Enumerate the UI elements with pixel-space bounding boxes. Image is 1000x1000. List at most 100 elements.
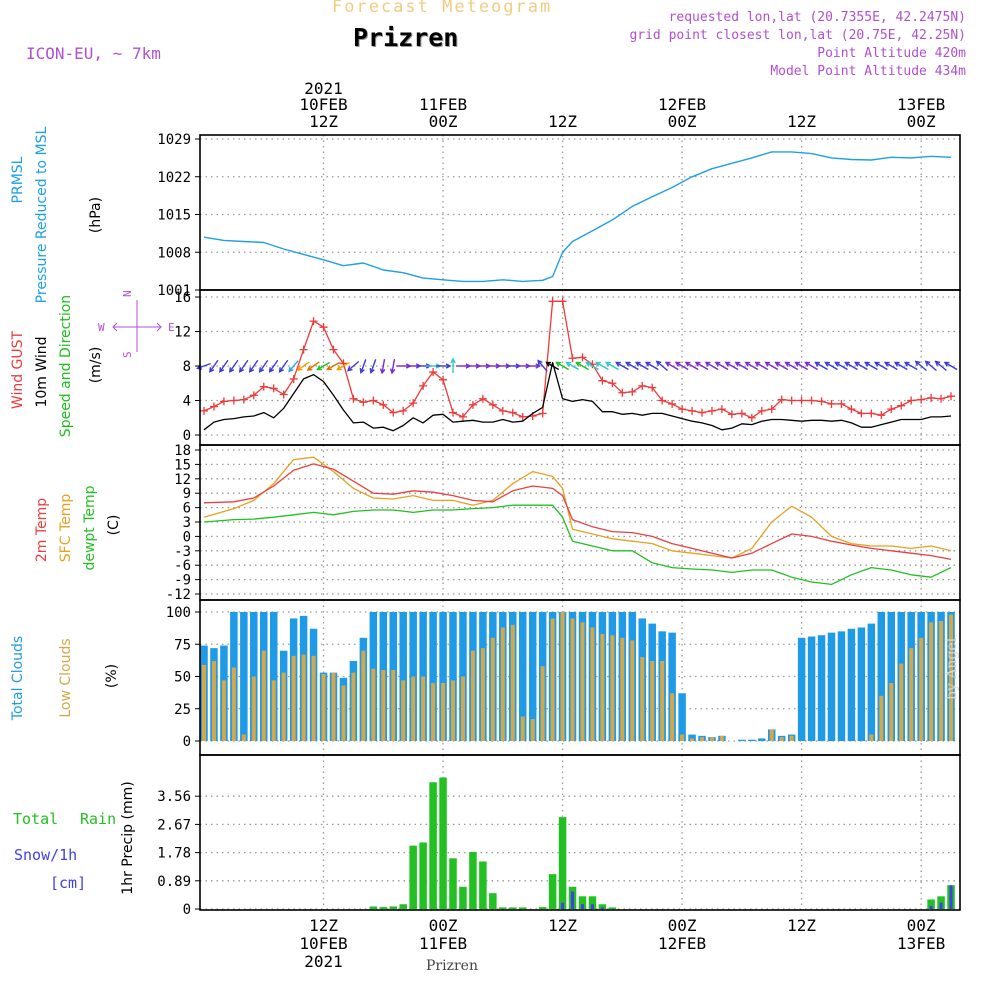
wind-direction-arrow xyxy=(893,361,908,371)
wind-direction-arrow xyxy=(575,361,589,371)
wind-direction-arrow xyxy=(943,361,958,371)
precip-snow-unit: [cm] xyxy=(50,874,86,892)
arrow-shaft xyxy=(556,361,569,371)
model-altitude: Model Point Altitude 434m xyxy=(770,64,966,79)
wind-direction-arrow xyxy=(804,361,818,371)
arrow-shaft xyxy=(765,361,779,371)
top-date-label: 10FEB xyxy=(299,95,347,114)
snow-bar xyxy=(929,905,933,909)
total-cloud-bar xyxy=(439,612,447,741)
arrow-head xyxy=(278,367,285,373)
arrow-shaft xyxy=(745,361,759,371)
arrow-head xyxy=(209,367,215,373)
rain-bar xyxy=(419,842,427,909)
wind-direction-arrow xyxy=(864,361,878,371)
low-cloud-bar xyxy=(381,670,386,741)
rain-bar xyxy=(538,907,547,909)
low-cloud-bar xyxy=(391,670,396,741)
arrow-head xyxy=(854,361,860,367)
arrow-head xyxy=(555,361,562,367)
arrow-head xyxy=(219,367,225,373)
gust-marker xyxy=(200,406,208,415)
arrow-shaft xyxy=(735,361,749,371)
rain-bar xyxy=(509,907,517,909)
top-hour-label: 12Z xyxy=(787,112,816,131)
low-cloud-bar xyxy=(709,737,714,741)
arrow-shaft xyxy=(835,361,848,371)
low-cloud-bar xyxy=(441,682,446,741)
gust-marker xyxy=(449,408,458,417)
low-cloud-bar xyxy=(610,635,615,741)
arrow-shaft xyxy=(944,361,958,371)
arrow-shaft xyxy=(307,361,320,371)
low-cloud-bar xyxy=(899,663,904,741)
wind-direction-arrow xyxy=(450,357,456,373)
low-cloud-bar xyxy=(650,661,655,741)
data-layer xyxy=(196,151,958,909)
arrow-shaft xyxy=(795,361,809,371)
rain-bar xyxy=(459,886,467,909)
grid-layer xyxy=(200,135,960,910)
rain-bar xyxy=(518,907,527,909)
wind-direction-arrow xyxy=(714,361,729,371)
gust-marker xyxy=(598,376,607,385)
low-cloud-bar xyxy=(600,633,605,741)
low-cloud-bar xyxy=(889,682,894,741)
pressure-unit: (hPa) xyxy=(88,197,104,233)
rain-bar xyxy=(369,906,378,909)
low-cloud-bar xyxy=(271,680,276,741)
gust-marker xyxy=(927,393,936,402)
arrow-head xyxy=(615,361,621,367)
total-cloud-bar xyxy=(847,628,856,741)
arrow-head xyxy=(644,361,651,367)
arrow-shaft xyxy=(347,360,360,372)
total-cloud-bar xyxy=(867,623,876,741)
low-cloud-bar xyxy=(480,648,485,741)
arrow-head xyxy=(734,361,741,367)
low-cloud-bar xyxy=(620,637,625,741)
y-tick-label: 0 xyxy=(183,902,191,918)
low-cloud-bar xyxy=(510,624,515,741)
arrow-head xyxy=(605,361,611,367)
rain-bar xyxy=(578,896,587,909)
y-tick-label: 2.67 xyxy=(157,817,191,833)
arrow-head xyxy=(585,361,591,367)
low-cloud-bar xyxy=(919,637,924,741)
wind-direction-arrow xyxy=(883,361,898,371)
low-cloud-bar xyxy=(550,618,555,741)
wind-direction-arrow xyxy=(824,361,838,371)
compass-south: S xyxy=(121,351,134,358)
arrow-shaft xyxy=(317,361,330,371)
arrow-shaft xyxy=(209,359,219,373)
arrow-shaft xyxy=(904,361,918,371)
arrow-shaft xyxy=(297,361,310,371)
gust-marker xyxy=(538,409,547,418)
arrow-head xyxy=(326,365,332,371)
wind-direction-arrow xyxy=(903,361,918,371)
arrow-head xyxy=(268,367,275,373)
rain-bar xyxy=(489,893,497,909)
arrow-head xyxy=(595,361,601,367)
wind-direction-arrow xyxy=(278,359,289,373)
low-cloud-bar xyxy=(291,655,296,741)
low-cloud-bar xyxy=(460,676,465,741)
low-cloud-bar xyxy=(869,734,874,741)
y-tick-label: 9 xyxy=(183,486,191,502)
gust-marker xyxy=(578,353,587,362)
low-cloud-bar xyxy=(520,716,525,741)
wind-direction-arrow xyxy=(306,361,320,371)
arrow-head xyxy=(336,365,342,371)
wind-direction-arrow xyxy=(744,361,759,371)
arrow-head xyxy=(316,365,322,371)
rain-bar xyxy=(588,896,597,909)
arrow-shaft xyxy=(360,359,367,373)
low-cloud-bar xyxy=(560,612,565,741)
low-cloud-bar xyxy=(231,667,236,741)
arrow-shaft xyxy=(925,360,937,372)
arrow-shaft xyxy=(715,361,729,371)
frame-layer xyxy=(195,134,961,911)
low-cloud-bar xyxy=(351,672,356,741)
precip-unit: 1hr Precip (mm) xyxy=(120,781,136,894)
gust-marker xyxy=(827,399,836,408)
wind-gust-label: Wind GUST xyxy=(10,330,26,409)
